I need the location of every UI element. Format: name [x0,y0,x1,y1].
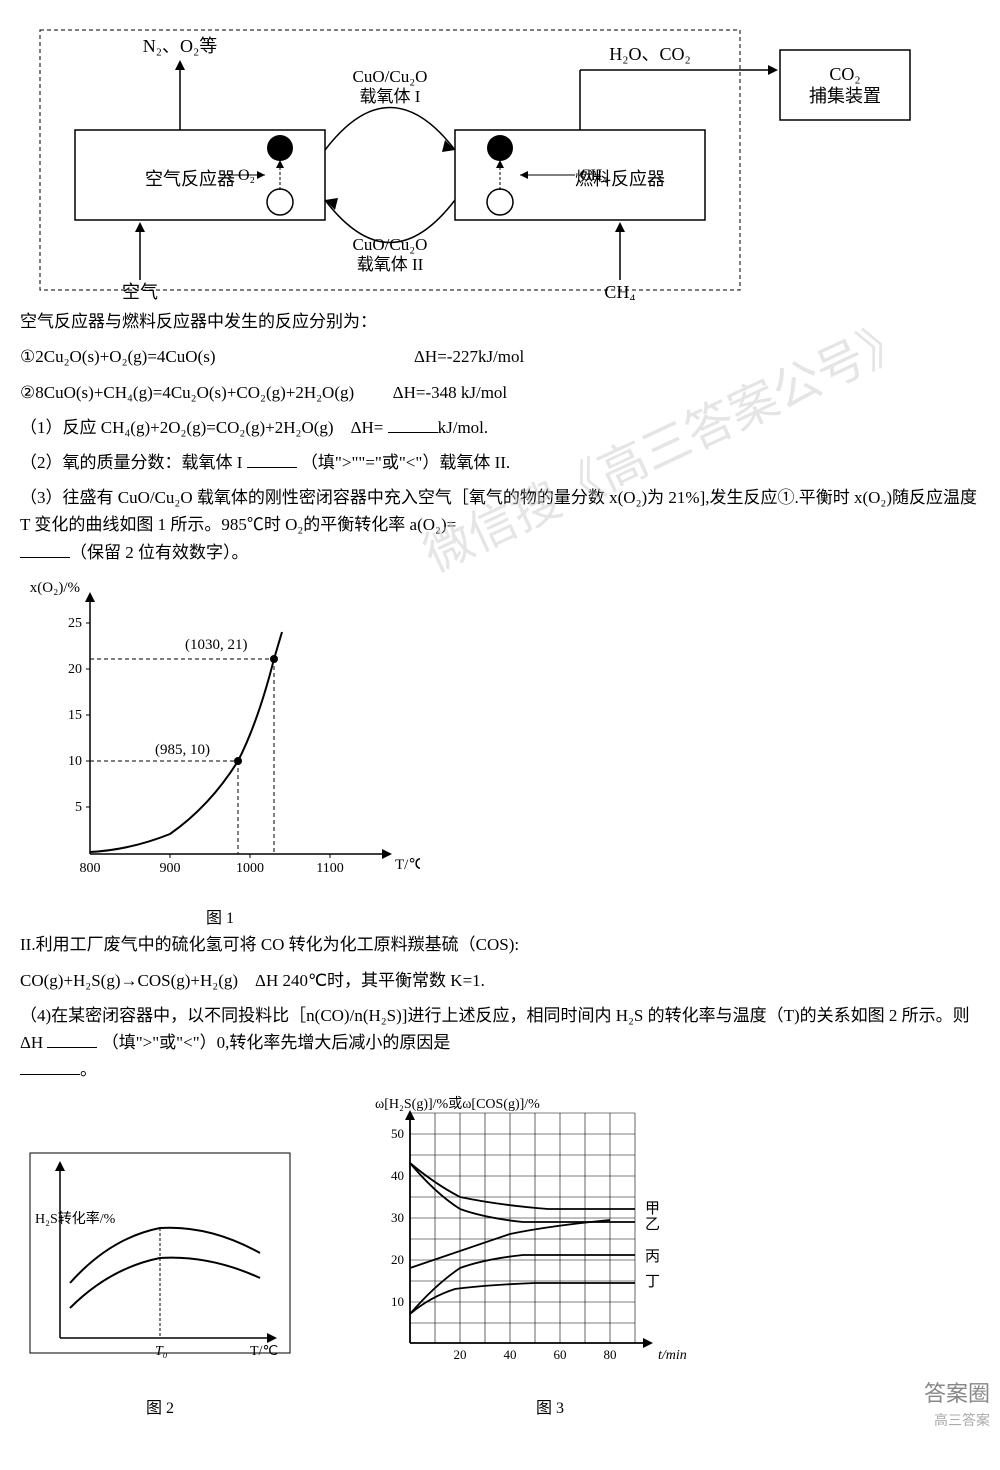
svg-text:40: 40 [391,1168,404,1183]
chart-3: ω[H₂S(g)]/%或ω[COS(g)]/% t/min 10 20 30 40 50… [360,1093,740,1383]
svg-text:25: 25 [68,616,82,631]
svg-text:5: 5 [75,800,82,815]
svg-text:ω[H₂S(g)]/%或ω[COS(g)]/%: ω[H₂S(g)]/%或ω[COS(g)]/% [375,1096,540,1112]
chart-1: x(O₂)/% T/℃ 5 10 15 20 25 800 900 1000 1… [20,574,420,894]
svg-text:x(O₂)/%: x(O₂)/% [30,580,80,596]
question-1: （1）反应 CH₄(g)+2O₂(g)=CO₂(g)+2H₂O(g) ΔH= k… [20,414,980,441]
svg-text:H₂S转化率/%: H₂S转化率/% [35,1210,116,1227]
svg-text:空气反应器: 空气反应器 [145,169,235,189]
svg-text:30: 30 [391,1210,404,1225]
section-2-eq: CO(g)+H₂S(g)→COS(g)+H₂(g) ΔH 240℃时，其平衡常数… [20,967,980,994]
flow-diagram: CO₂ 捕集装置 CuO/Cu₂O 载氧体 I CuO/Cu₂O 载氧体 II … [20,20,940,300]
svg-text:CuO/Cu₂O: CuO/Cu₂O [353,235,428,254]
equation-1: ①2Cu₂O(s)+O₂(g)=4CuO(s) ΔH=-227kJ/mol [20,343,980,370]
svg-text:t/min: t/min [658,1348,687,1363]
svg-text:丁: 丁 [645,1274,660,1290]
corner-watermark: 答案圈 [924,1376,990,1411]
svg-text:15: 15 [68,708,82,723]
section-2-intro: II.利用工厂废气中的硫化氢可将 CO 转化为化工原料羰基硫（COS): [20,931,980,958]
svg-text:80: 80 [604,1347,617,1362]
svg-text:燃料反应器: 燃料反应器 [575,169,665,189]
svg-text:H₂O、CO₂: H₂O、CO₂ [609,44,691,64]
svg-text:CH₄: CH₄ [604,282,635,300]
svg-text:800: 800 [80,861,101,876]
svg-text:捕集装置: 捕集装置 [809,86,881,106]
eq2-dh: ΔH=-348 kJ/mol [393,383,508,402]
intro-text: 空气反应器与燃料反应器中发生的反应分别为： [20,308,980,335]
svg-text:20: 20 [454,1347,467,1362]
svg-text:乙: 乙 [645,1217,660,1233]
svg-text:10: 10 [391,1294,404,1309]
question-3: （3）往盛有 CuO/Cu₂O 载氧体的刚性密闭容器中充入空气［氧气的物的量分数… [20,484,980,566]
equation-2: ②8CuO(s)+CH₄(g)=4Cu₂O(s)+CO₂(g)+2H₂O(g) … [20,379,980,406]
svg-text:1000: 1000 [236,861,264,876]
svg-text:1100: 1100 [316,861,343,876]
air-label: 空气 [122,282,158,300]
svg-text:CuO/Cu₂O: CuO/Cu₂O [353,67,428,86]
svg-text:900: 900 [160,861,181,876]
svg-text:T/℃: T/℃ [250,1344,278,1359]
svg-text:载氧体 II: 载氧体 II [357,255,424,274]
eq2: ②8CuO(s)+CH₄(g)=4Cu₂O(s)+CO₂(g)+2H₂O(g) [20,383,354,402]
fig2-label: 图 2 [20,1396,300,1422]
eq1: ①2Cu₂O(s)+O₂(g)=4CuO(s) [20,347,215,366]
svg-text:(985, 10): (985, 10) [155,742,210,758]
eq1-dh: ΔH=-227kJ/mol [414,347,524,366]
svg-text:20: 20 [68,662,82,677]
corner-watermark-2: 高三答案 [934,1411,990,1433]
svg-text:50: 50 [391,1126,404,1141]
question-2: （2）氧的质量分数：载氧体 I （填">""="或"<"）载氧体 II. [20,449,980,476]
svg-text:40: 40 [504,1347,517,1362]
svg-text:60: 60 [554,1347,567,1362]
svg-text:T/℃: T/℃ [395,857,420,873]
svg-text:(1030, 21): (1030, 21) [185,637,248,653]
svg-text:10: 10 [68,754,82,769]
chart-2: H₂S转化率/% T/℃ T₀ [20,1143,300,1383]
svg-text:甲: 甲 [645,1201,660,1217]
svg-text:丙: 丙 [645,1249,660,1265]
svg-text:CO₂: CO₂ [829,64,860,84]
svg-text:20: 20 [391,1252,404,1267]
svg-text:N₂、O₂等: N₂、O₂等 [143,36,218,56]
fig3-label: 图 3 [360,1396,740,1422]
fig1-label: 图 1 [20,906,420,932]
question-4: （4)在某密闭容器中，以不同投料比［n(CO)/n(H₂S)]进行上述反应，相同… [20,1002,980,1084]
svg-text:T₀: T₀ [155,1344,168,1359]
svg-text:载氧体 I: 载氧体 I [360,87,421,106]
